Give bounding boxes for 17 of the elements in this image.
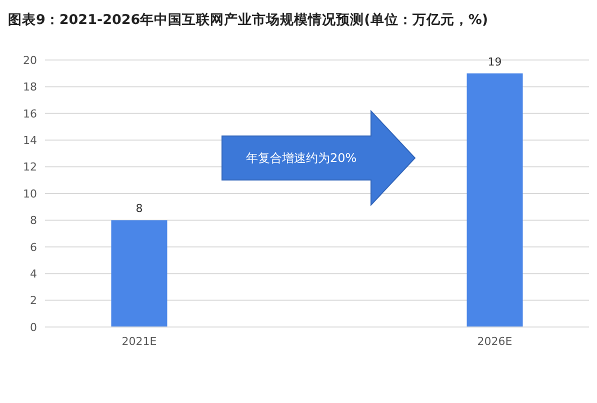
chart-title: 图表9：2021-2026年中国互联网产业市场规模情况预测(单位：万亿元，%) [8,11,488,28]
data-label: 8 [136,202,143,216]
y-tick-label: 8 [30,214,37,228]
data-label: 19 [488,55,502,68]
x-tick-label: 2026E [477,335,512,348]
annotation: 年复合增速约为20% [246,151,357,166]
y-tick-label: 2 [30,294,37,308]
y-tick-label: 18 [23,80,37,94]
y-tick-label: 10 [23,187,37,200]
y-tick-label: 20 [23,54,37,67]
y-tick-label: 4 [30,267,37,280]
y-tick-label: 12 [23,160,37,174]
y-tick-label: 0 [30,320,37,334]
x-tick-label: 2021E [122,335,157,348]
y-tick-label: 16 [23,107,37,120]
y-tick-label: 6 [30,240,37,254]
y-tick-label: 14 [23,134,37,147]
